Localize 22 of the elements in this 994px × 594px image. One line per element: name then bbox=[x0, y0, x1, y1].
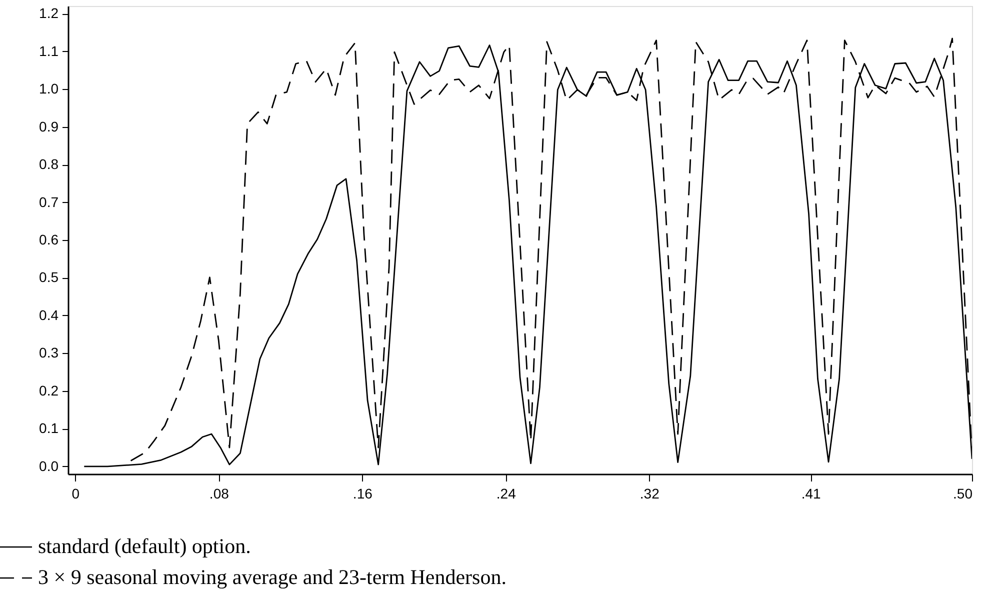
x-tick-label: 0 bbox=[72, 486, 80, 502]
y-tick-label: 0.1 bbox=[39, 420, 59, 436]
x-tick-label: .16 bbox=[352, 486, 373, 502]
legend-label: 3 × 9 seasonal moving average and 23-term Henderson. bbox=[38, 565, 506, 589]
y-tick-label: 0.9 bbox=[39, 118, 59, 134]
x-tick-label: .32 bbox=[640, 486, 660, 502]
y-tick-label: 0.8 bbox=[39, 156, 59, 172]
y-tick-label: 0.7 bbox=[39, 194, 59, 210]
y-tick-label: 0.5 bbox=[39, 269, 59, 286]
y-tick-label: 1.1 bbox=[39, 42, 59, 59]
x-tick-label: .24 bbox=[496, 486, 516, 502]
y-tick-label: 0.3 bbox=[39, 344, 59, 361]
y-tick-label: 0.6 bbox=[39, 232, 59, 248]
legend-label: standard (default) option. bbox=[38, 534, 251, 558]
x-tick-label: .50 bbox=[953, 486, 973, 502]
y-tick-label: 1.0 bbox=[39, 80, 59, 97]
x-tick-label: .41 bbox=[801, 486, 822, 502]
y-tick-label: 0.0 bbox=[39, 458, 59, 474]
x-tick-label: .08 bbox=[209, 486, 230, 502]
y-tick-label: 0.4 bbox=[39, 306, 59, 323]
y-tick-label: 0.2 bbox=[39, 382, 59, 398]
y-tick-label: 1.2 bbox=[39, 5, 59, 22]
